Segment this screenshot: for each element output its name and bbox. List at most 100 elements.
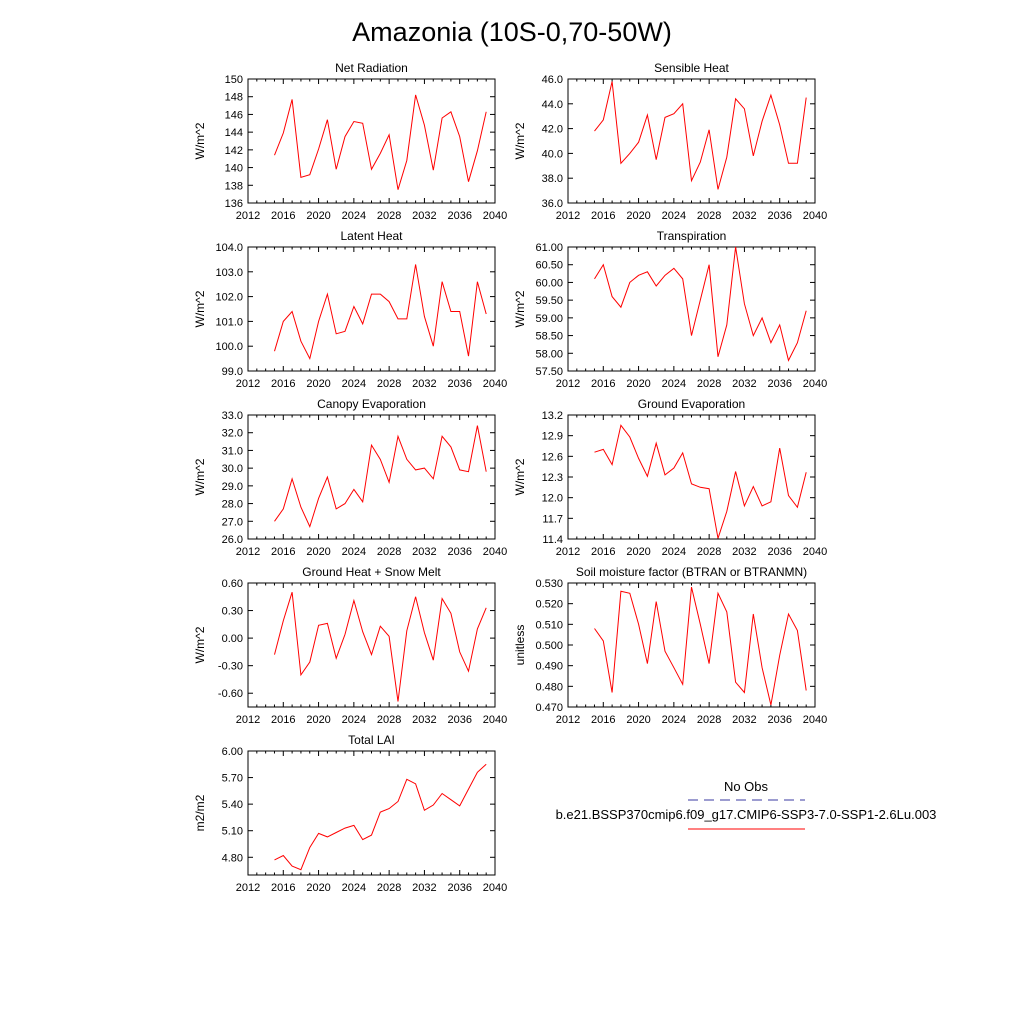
y-tick-label: 26.0 — [222, 534, 243, 546]
y-axis-label: W/m^2 — [193, 290, 207, 327]
y-tick-label: 0.470 — [535, 702, 563, 714]
chart-panel-6: Ground Heat + Snow Melt W/m^2 2012 2016 2020… — [193, 565, 507, 726]
x-tick-label: 2040 — [483, 210, 507, 222]
x-tick-label: 2028 — [697, 546, 721, 558]
y-tick-label: 0.500 — [535, 640, 563, 652]
y-tick-label: 11.4 — [542, 534, 563, 546]
plot-frame — [567, 414, 816, 540]
x-tick-label: 2032 — [732, 546, 756, 558]
x-tick-label: 2032 — [412, 378, 436, 390]
x-tick-label: 2020 — [626, 378, 650, 390]
y-tick-label: 57.50 — [535, 366, 563, 378]
y-tick-label: 29.0 — [222, 481, 243, 493]
y-tick-label: 32.0 — [222, 428, 243, 440]
y-tick-label: 101.0 — [215, 316, 243, 328]
y-axis-label: W/m^2 — [193, 626, 207, 663]
x-tick-label: 2016 — [591, 714, 615, 726]
x-tick-label: 2032 — [412, 714, 436, 726]
x-tick-label: 2024 — [342, 546, 366, 558]
x-tick-label: 2020 — [626, 210, 650, 222]
chart-title: Sensible Heat — [654, 61, 729, 75]
y-tick-label: 142 — [225, 145, 243, 157]
y-tick-label: 40.0 — [542, 148, 563, 160]
y-tick-label: 144 — [225, 127, 243, 139]
plot-frame — [567, 246, 816, 372]
x-tick-label: 2028 — [377, 210, 401, 222]
chart-title: Canopy Evaporation — [317, 397, 426, 411]
y-tick-label: 59.50 — [535, 295, 563, 307]
y-tick-label: 13.2 — [542, 410, 563, 422]
y-tick-label: 6.00 — [222, 746, 243, 758]
y-tick-label: 12.0 — [542, 493, 563, 505]
y-tick-label: -0.60 — [218, 688, 243, 700]
x-tick-label: 2016 — [271, 378, 295, 390]
x-tick-label: 2036 — [447, 546, 471, 558]
y-tick-label: 30.0 — [222, 463, 243, 475]
x-tick-label: 2036 — [447, 714, 471, 726]
x-tick-label: 2040 — [803, 378, 827, 390]
plot-frame — [567, 78, 816, 204]
series-line — [274, 264, 487, 361]
chart-title: Ground Heat + Snow Melt — [302, 565, 441, 579]
chart-panel-1: Sensible Heat W/m^2 2012 2016 2020 2024 2028 20… — [513, 61, 827, 222]
y-tick-label: 146 — [225, 109, 243, 121]
x-tick-label: 2024 — [662, 546, 686, 558]
y-tick-label: 5.10 — [222, 826, 243, 838]
x-tick-label: 2028 — [697, 378, 721, 390]
y-tick-label: 12.3 — [542, 472, 563, 484]
x-tick-label: 2012 — [556, 210, 580, 222]
chart-title: Latent Heat — [340, 229, 403, 243]
chart-panel-3: Transpiration W/m^2 2012 2016 2020 2024 2028 20… — [513, 229, 827, 390]
y-tick-label: 0.60 — [222, 578, 243, 590]
x-tick-label: 2016 — [271, 546, 295, 558]
series-line — [594, 586, 807, 706]
x-tick-label: 2032 — [412, 882, 436, 894]
y-tick-label: 0.30 — [222, 606, 243, 618]
y-tick-label: 100.0 — [215, 341, 243, 353]
y-tick-label: 11.7 — [542, 513, 563, 525]
x-tick-label: 2020 — [306, 210, 330, 222]
x-tick-label: 2012 — [236, 378, 260, 390]
y-tick-label: 104.0 — [215, 242, 243, 254]
series-line — [274, 94, 487, 190]
x-tick-label: 2032 — [732, 714, 756, 726]
y-tick-label: 36.0 — [542, 198, 563, 210]
plot-frame — [247, 750, 496, 876]
x-tick-label: 2016 — [591, 546, 615, 558]
x-tick-label: 2040 — [803, 714, 827, 726]
y-tick-label: 0.480 — [535, 681, 563, 693]
x-tick-label: 2024 — [342, 714, 366, 726]
x-tick-label: 2020 — [306, 882, 330, 894]
x-tick-label: 2036 — [767, 378, 791, 390]
chart-title: Ground Evaporation — [638, 397, 745, 411]
y-axis-label: W/m^2 — [193, 122, 207, 159]
y-axis-label: W/m^2 — [193, 458, 207, 495]
y-tick-label: 5.40 — [222, 799, 243, 811]
x-tick-label: 2028 — [377, 378, 401, 390]
x-tick-label: 2024 — [342, 210, 366, 222]
x-tick-label: 2032 — [412, 546, 436, 558]
x-tick-label: 2040 — [803, 546, 827, 558]
x-tick-label: 2012 — [236, 210, 260, 222]
chart-title: Transpiration — [657, 229, 727, 243]
y-tick-label: 4.80 — [222, 852, 243, 864]
y-axis-label: m2/m2 — [193, 794, 207, 831]
x-tick-label: 2032 — [412, 210, 436, 222]
x-tick-label: 2012 — [236, 882, 260, 894]
y-tick-label: 5.70 — [222, 773, 243, 785]
x-tick-label: 2028 — [377, 882, 401, 894]
legend-obs-label: No Obs — [724, 779, 769, 794]
y-tick-label: 27.0 — [222, 516, 243, 528]
x-tick-label: 2028 — [697, 210, 721, 222]
chart-title: Soil moisture factor (BTRAN or BTRANMN) — [576, 565, 807, 579]
y-tick-label: 33.0 — [222, 410, 243, 422]
x-tick-label: 2028 — [377, 714, 401, 726]
series-line — [594, 81, 807, 190]
plot-frame — [247, 78, 496, 204]
y-tick-label: 58.50 — [535, 331, 563, 343]
y-tick-label: 102.0 — [215, 292, 243, 304]
y-tick-label: 99.0 — [222, 366, 243, 378]
y-tick-label: 59.00 — [535, 313, 563, 325]
x-tick-label: 2032 — [732, 210, 756, 222]
y-tick-label: 0.510 — [535, 619, 563, 631]
